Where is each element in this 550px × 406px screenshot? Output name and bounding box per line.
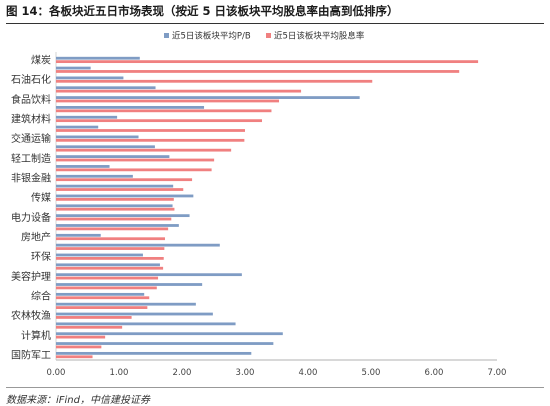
bar-pb <box>56 351 252 355</box>
legend: 近5日该板块平均P/B 近5日该板块平均股息率 <box>164 31 365 42</box>
category-label: 石油石化 <box>11 73 51 86</box>
bar-dividend <box>56 119 263 123</box>
bar-dividend <box>56 335 106 339</box>
bar-dividend <box>56 325 123 329</box>
bar-dividend <box>56 316 132 319</box>
legend-swatch-pb <box>164 33 169 38</box>
category-label: 计算机 <box>21 329 51 342</box>
bar-pb <box>56 263 160 267</box>
bar-dividend <box>56 266 164 270</box>
bar-dividend <box>56 109 272 113</box>
category-label: 食品饮料 <box>11 93 51 106</box>
bar-pb <box>56 76 124 80</box>
category-label: 房地产 <box>21 231 51 244</box>
bar-dividend <box>56 70 460 73</box>
bar-pb <box>56 292 145 296</box>
bar-dividend <box>56 256 164 260</box>
x-tick-label: 4.00 <box>299 368 318 378</box>
source-note: 数据来源：iFind，中信建投证券 <box>6 387 544 406</box>
bar-dividend <box>56 286 157 290</box>
bar-pb <box>56 332 283 336</box>
bar-pb <box>56 204 173 208</box>
category-label: 综合 <box>31 290 51 303</box>
bar-dividend <box>56 355 93 359</box>
bar-pb <box>56 214 190 218</box>
bar-dividend <box>56 148 232 152</box>
figure-title: 图 14：各板块近五日市场表现（按近 5 日该板块平均股息率由高到低排序） <box>6 3 544 24</box>
bar-dividend <box>56 197 174 201</box>
category-label: 电力设备 <box>11 211 51 224</box>
bar-dividend <box>56 345 102 349</box>
bar-dividend <box>56 296 150 300</box>
legend-label-dividend: 近5日该板块平均股息率 <box>274 31 365 42</box>
legend-label-pb: 近5日该板块平均P/B <box>172 31 251 42</box>
x-tick-label: 1.00 <box>110 368 129 378</box>
category-label: 环保 <box>31 250 51 263</box>
bar-pb <box>56 253 143 257</box>
category-label: 国防军工 <box>11 349 51 362</box>
bar-pb <box>56 273 242 277</box>
bar-dividend <box>56 158 215 162</box>
x-tick-label: 3.00 <box>236 368 255 378</box>
bar-dividend <box>56 188 184 191</box>
bar-pb <box>56 135 139 139</box>
bar-dividend <box>56 306 148 309</box>
bar-pb <box>56 302 196 306</box>
bar-dividend <box>56 138 245 142</box>
bar-pb <box>56 96 360 99</box>
bar-pb <box>56 184 174 188</box>
bar-pb <box>56 86 156 90</box>
bar-dividend <box>56 60 479 64</box>
bar-pb <box>56 243 220 247</box>
bar-dividend <box>56 79 373 83</box>
bar-dividend <box>56 217 172 221</box>
bar-dividend <box>56 89 302 93</box>
bar-pb <box>56 115 118 119</box>
bar-dividend <box>56 99 280 103</box>
bar-dividend <box>56 207 175 211</box>
bar-pb <box>56 56 140 60</box>
category-label: 非银金融 <box>11 171 51 184</box>
category-label: 美容护理 <box>11 270 51 283</box>
bar-pb <box>56 155 170 159</box>
bar-pb <box>56 312 213 316</box>
category-label: 传媒 <box>31 192 51 204</box>
bar-pb <box>56 165 110 168</box>
category-label: 农林牧渔 <box>11 309 51 322</box>
bar-dividend <box>56 247 165 250</box>
bar-pb <box>56 145 155 149</box>
x-tick-label: 0.00 <box>47 368 66 378</box>
bar-pb <box>56 125 99 129</box>
category-label: 建筑材料 <box>11 112 51 125</box>
bar-pb <box>56 194 194 198</box>
bar-pb <box>56 224 179 227</box>
x-tick-label: 5.00 <box>362 368 381 378</box>
bar-pb <box>56 66 91 70</box>
bar-pb <box>56 322 236 326</box>
bar-dividend <box>56 227 169 231</box>
bar-dividend <box>56 178 193 182</box>
bar-dividend <box>56 168 212 172</box>
x-tick-label: 6.00 <box>425 368 444 378</box>
category-label: 煤炭 <box>31 53 51 66</box>
legend-swatch-dividend <box>266 33 271 38</box>
bar-pb <box>56 342 274 345</box>
x-tick-label: 2.00 <box>173 368 192 378</box>
bar-pb <box>56 106 205 109</box>
category-label: 交通运输 <box>11 132 51 145</box>
bar-pb <box>56 233 101 237</box>
category-label: 轻工制造 <box>11 152 51 165</box>
bar-dividend <box>56 237 165 241</box>
bar-dividend <box>56 276 159 280</box>
bar-pb <box>56 174 133 178</box>
x-tick-label: 7.00 <box>488 368 507 378</box>
bar-pb <box>56 283 203 286</box>
plot-area: 0.00 1.00 2.00 3.00 4.00 5.00 6.00 7.00 煤炭石油石化食品… <box>11 52 506 378</box>
bar-dividend <box>56 129 245 132</box>
